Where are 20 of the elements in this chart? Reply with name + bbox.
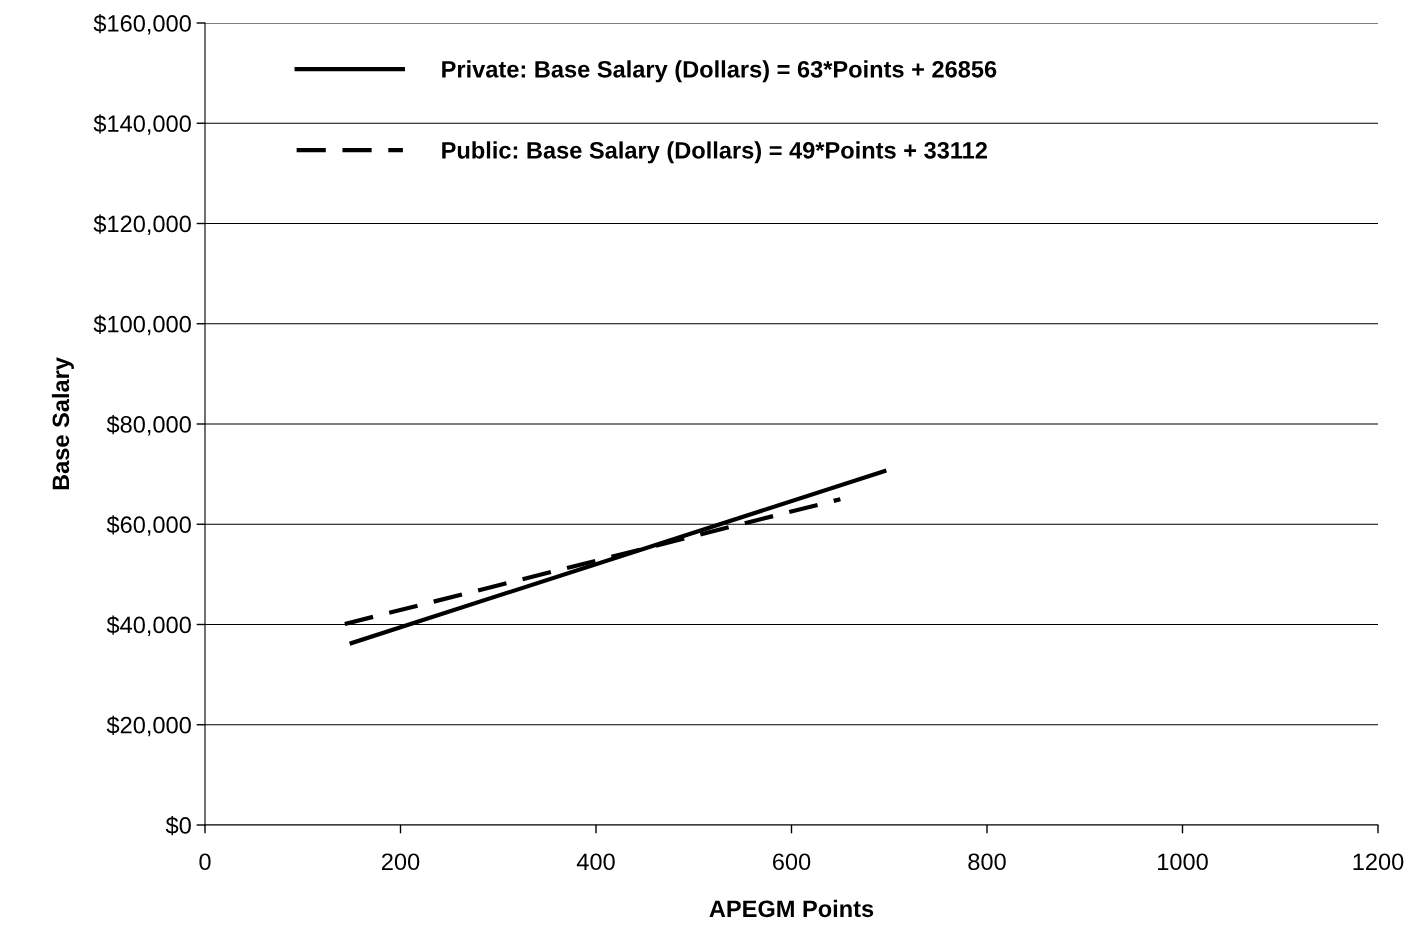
y-tick-label: $140,000 (93, 114, 191, 135)
y-tick-label: $120,000 (93, 214, 191, 236)
y-tick-label: $80,000 (106, 415, 191, 436)
y-axis-title: Base Salary (51, 357, 74, 490)
x-tick-label: 800 (968, 853, 1006, 871)
y-tick-label: $20,000 (106, 715, 191, 737)
x-tick-label: 1200 (1353, 853, 1404, 871)
y-tick-label: $40,000 (106, 615, 191, 637)
x-axis-title: APEGM Points (709, 899, 874, 918)
legend-label: Public: Base Salary (Dollars) = 49*Points + 33112 (442, 141, 987, 164)
y-tick-label: $0 (165, 816, 191, 836)
x-tick-label: 1000 (1158, 853, 1208, 871)
x-tick-label: 400 (576, 853, 615, 871)
y-tick-label: $100,000 (93, 314, 191, 336)
x-tick-label: 600 (773, 853, 811, 871)
x-tick-label: 0 (199, 853, 211, 871)
x-tick-label: 200 (381, 853, 420, 871)
legend-label: Private: Base Salary (Dollars) = 63*Points + 26856 (442, 60, 997, 83)
y-tick-label: $160,000 (93, 14, 191, 35)
y-tick-label: $60,000 (106, 515, 191, 536)
